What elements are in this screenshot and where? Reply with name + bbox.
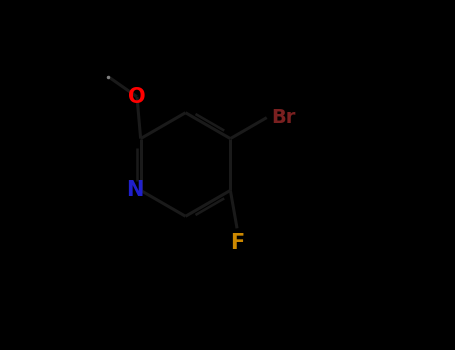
Text: O: O xyxy=(128,87,146,107)
Text: N: N xyxy=(126,180,143,201)
Text: F: F xyxy=(230,232,244,252)
Text: Br: Br xyxy=(271,108,295,127)
